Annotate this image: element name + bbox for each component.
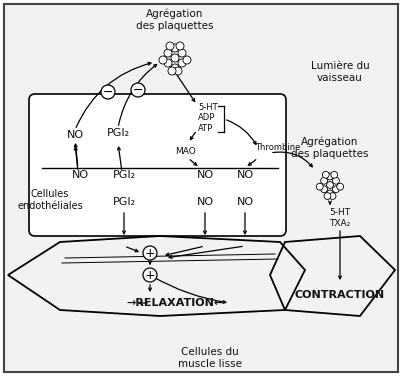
FancyBboxPatch shape bbox=[29, 94, 286, 236]
Text: Agrégation
des plaquettes: Agrégation des plaquettes bbox=[291, 137, 369, 159]
Text: NO: NO bbox=[71, 170, 89, 180]
Text: MAO: MAO bbox=[174, 147, 195, 157]
Text: NO: NO bbox=[196, 170, 214, 180]
Circle shape bbox=[164, 59, 172, 67]
Circle shape bbox=[321, 177, 328, 184]
Text: NO: NO bbox=[196, 197, 214, 207]
Circle shape bbox=[131, 83, 145, 97]
Circle shape bbox=[101, 85, 115, 99]
Circle shape bbox=[183, 56, 191, 64]
FancyBboxPatch shape bbox=[4, 4, 398, 372]
Text: →RELAXATION←: →RELAXATION← bbox=[127, 298, 224, 308]
Circle shape bbox=[326, 182, 333, 188]
Text: NO: NO bbox=[66, 130, 83, 140]
Text: Thrombine: Thrombine bbox=[255, 144, 300, 152]
Text: PGI₂: PGI₂ bbox=[106, 128, 129, 138]
Circle shape bbox=[331, 171, 338, 178]
Text: Cellules
endothéliales: Cellules endothéliales bbox=[17, 189, 83, 211]
Circle shape bbox=[337, 183, 344, 190]
Text: NO: NO bbox=[237, 197, 253, 207]
Text: −: − bbox=[133, 84, 143, 97]
Circle shape bbox=[174, 67, 182, 75]
Circle shape bbox=[322, 171, 329, 178]
Circle shape bbox=[326, 173, 333, 180]
Circle shape bbox=[332, 177, 339, 184]
Text: 5-HT
ADP
ATP: 5-HT ADP ATP bbox=[198, 103, 218, 133]
Text: 5-HT
TXA₂: 5-HT TXA₂ bbox=[329, 208, 351, 228]
Circle shape bbox=[332, 186, 339, 193]
Circle shape bbox=[329, 193, 336, 200]
Circle shape bbox=[321, 186, 328, 193]
Circle shape bbox=[176, 42, 184, 50]
Circle shape bbox=[143, 268, 157, 282]
Text: PGI₂: PGI₂ bbox=[112, 197, 135, 207]
Text: Agrégation
des plaquettes: Agrégation des plaquettes bbox=[136, 9, 214, 31]
Text: −: − bbox=[103, 86, 113, 99]
Text: Lumière du
vaisseau: Lumière du vaisseau bbox=[311, 61, 370, 83]
Circle shape bbox=[326, 190, 333, 197]
Circle shape bbox=[143, 246, 157, 260]
Circle shape bbox=[178, 59, 186, 67]
Text: PGI₂: PGI₂ bbox=[112, 170, 135, 180]
Circle shape bbox=[159, 56, 167, 64]
Text: +: + bbox=[145, 247, 155, 260]
Circle shape bbox=[171, 64, 179, 72]
Text: Cellules du
muscle lisse: Cellules du muscle lisse bbox=[178, 347, 242, 369]
Circle shape bbox=[324, 193, 331, 200]
Circle shape bbox=[168, 67, 176, 75]
Text: NO: NO bbox=[237, 170, 253, 180]
Text: +: + bbox=[145, 269, 155, 282]
Circle shape bbox=[166, 42, 174, 50]
Circle shape bbox=[171, 54, 179, 62]
Circle shape bbox=[316, 183, 323, 190]
Circle shape bbox=[171, 44, 179, 52]
Circle shape bbox=[164, 49, 172, 57]
Circle shape bbox=[178, 49, 186, 57]
Text: CONTRACTION: CONTRACTION bbox=[295, 290, 385, 300]
